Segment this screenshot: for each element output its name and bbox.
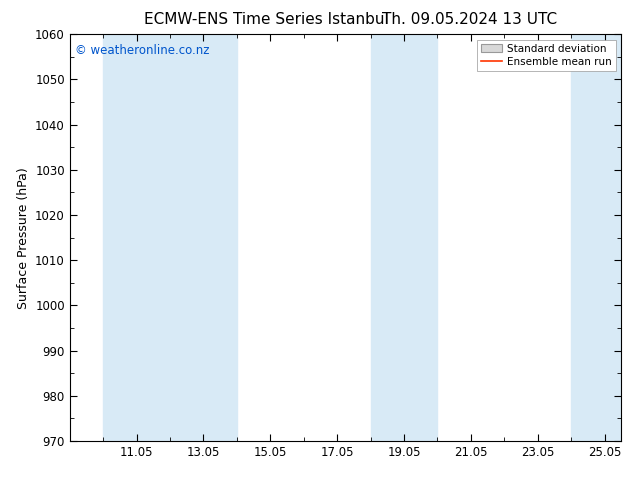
Bar (371, 34, 437, 441)
Bar (571, 34, 634, 441)
Text: Th. 09.05.2024 13 UTC: Th. 09.05.2024 13 UTC (382, 12, 557, 27)
Text: ECMW-ENS Time Series Istanbul: ECMW-ENS Time Series Istanbul (144, 12, 389, 27)
Text: © weatheronline.co.nz: © weatheronline.co.nz (75, 45, 210, 57)
Bar (170, 34, 237, 441)
Y-axis label: Surface Pressure (hPa): Surface Pressure (hPa) (16, 167, 30, 309)
Legend: Standard deviation, Ensemble mean run: Standard deviation, Ensemble mean run (477, 40, 616, 71)
Bar (103, 34, 170, 441)
